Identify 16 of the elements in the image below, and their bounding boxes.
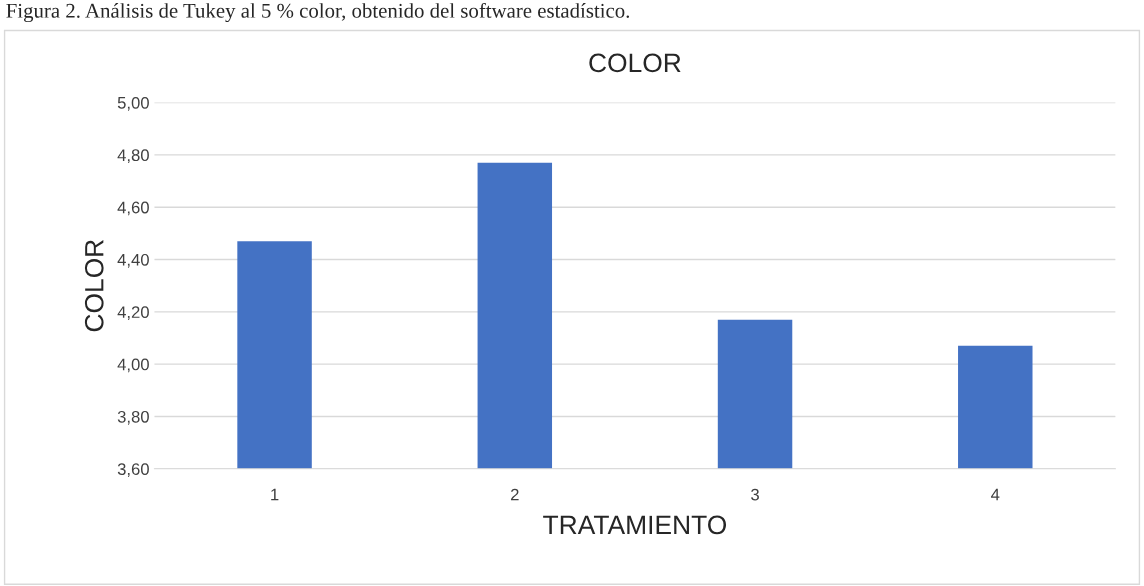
chart-title: COLOR [589,53,681,73]
y-tick-label: 3,80 [117,410,149,425]
y-tick-label: 4,20 [117,306,149,321]
x-tick-label: 4 [991,488,1000,501]
y-tick-label: 4,00 [117,358,149,373]
y-tick-label: 4,60 [117,201,149,216]
x-axis-title: TRATAMIENTO [543,515,727,535]
y-tick-label: 4,40 [117,253,149,268]
x-tick-label: 1 [271,488,279,501]
y-axis-title: COLOR [84,239,104,332]
y-tick-label: 4,80 [117,149,149,164]
x-tick-label: 2 [511,488,519,501]
x-tick-label: 3 [751,488,759,501]
y-tick-label: 3,60 [117,463,149,477]
text: Figura 2. Análisis de Tukey al 5 % color, obtenido del software estadístico. [6,2,630,23]
y-tick-label: 5,00 [117,96,149,111]
